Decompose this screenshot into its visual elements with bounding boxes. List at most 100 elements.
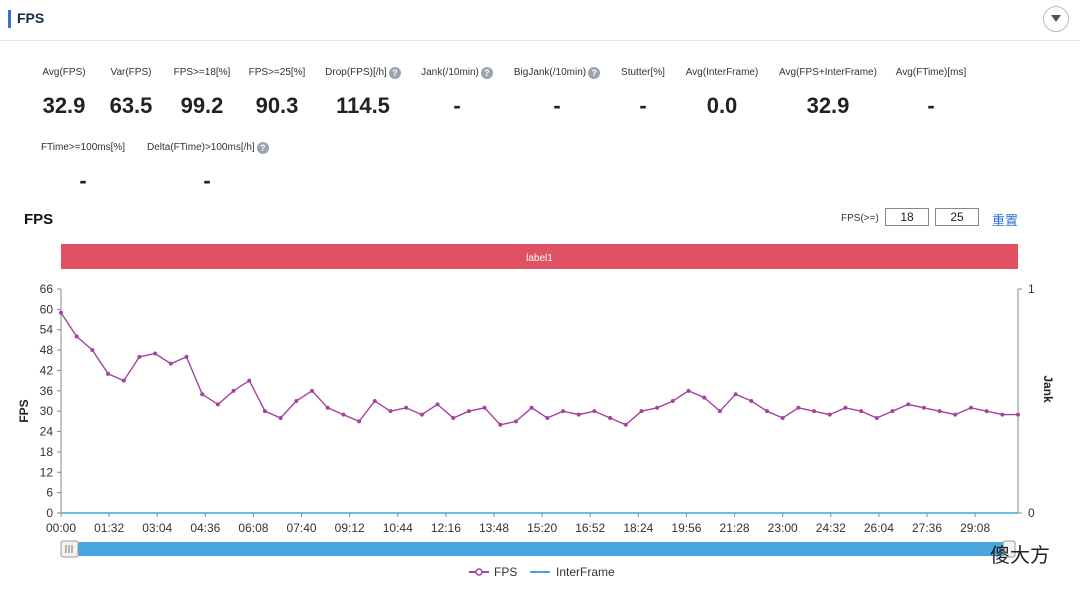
x-tick-label: 21:28 bbox=[720, 521, 750, 535]
metric-label-text: Avg(FPS+InterFrame) bbox=[779, 67, 877, 78]
y-tick-label: 30 bbox=[40, 404, 54, 418]
data-point-FPS bbox=[623, 422, 628, 427]
x-tick-label: 07:40 bbox=[287, 521, 317, 535]
metric-value: 114.5 bbox=[336, 93, 390, 118]
x-tick-label: 19:56 bbox=[671, 521, 701, 535]
data-point-FPS bbox=[859, 409, 864, 414]
data-point-FPS bbox=[576, 412, 581, 417]
data-point-FPS bbox=[278, 415, 283, 420]
data-point-FPS bbox=[655, 405, 660, 410]
metric-value: 99.2 bbox=[180, 93, 224, 118]
accent-bar bbox=[8, 10, 11, 28]
metric-3: FPS>=25[%] 90.3 bbox=[217, 62, 337, 119]
series-line-FPS bbox=[60, 312, 1018, 426]
data-point-FPS bbox=[686, 388, 691, 393]
x-tick-label: 26:04 bbox=[864, 521, 894, 535]
metric-label-text: Avg(InterFrame) bbox=[685, 67, 759, 78]
help-icon[interactable]: ? bbox=[256, 141, 269, 154]
x-tick-label: 24:32 bbox=[816, 521, 846, 535]
x-tick-label: 29:08 bbox=[960, 521, 990, 535]
data-point-FPS bbox=[545, 415, 550, 420]
metric-label-text: FPS>=18[%] bbox=[173, 67, 231, 78]
data-point-FPS bbox=[310, 388, 315, 393]
x-tick-label: 23:00 bbox=[768, 521, 798, 535]
data-point-FPS bbox=[231, 388, 236, 393]
metric-0: Avg(FPS) 32.9 bbox=[4, 62, 124, 119]
metric-label: Stutter[%] bbox=[621, 67, 665, 78]
data-point-FPS bbox=[482, 405, 487, 410]
data-point-FPS bbox=[498, 422, 503, 427]
x-tick-label: 09:12 bbox=[335, 521, 365, 535]
data-point-FPS bbox=[702, 395, 707, 400]
data-point-FPS bbox=[561, 409, 566, 414]
data-point-FPS bbox=[466, 409, 471, 414]
data-point-FPS bbox=[984, 409, 989, 414]
x-tick-label: 04:36 bbox=[190, 521, 220, 535]
zoom-slider-handle-right[interactable] bbox=[1002, 540, 1016, 558]
reset-link[interactable]: 重置 bbox=[992, 213, 1019, 228]
data-point-FPS bbox=[168, 361, 173, 366]
metric-label-text: Avg(FPS) bbox=[42, 67, 86, 78]
metric-11: FTime>=100ms[%] - bbox=[23, 137, 143, 194]
watermark: 傻大方 bbox=[990, 544, 1050, 567]
collapse-button[interactable] bbox=[1043, 6, 1069, 32]
metric-label: FTime>=100ms[%] bbox=[41, 142, 125, 153]
help-icon[interactable]: ? bbox=[388, 66, 401, 79]
legend-fps-marker bbox=[475, 568, 483, 576]
data-point-FPS bbox=[968, 405, 973, 410]
data-point-FPS bbox=[953, 412, 958, 417]
x-tick-label: 27:36 bbox=[912, 521, 942, 535]
metric-value: 32.9 bbox=[806, 93, 850, 118]
metric-label: Jank(/10min)? bbox=[421, 66, 493, 79]
x-tick-label: 06:08 bbox=[238, 521, 268, 535]
metric-label: Avg(InterFrame) bbox=[686, 67, 759, 78]
metric-label: BigJank(/10min)? bbox=[514, 66, 601, 79]
chart-title: FPS bbox=[24, 211, 54, 228]
metric-label: Delta(FTime)>100ms[/h]? bbox=[147, 141, 269, 154]
fps-threshold-input-2[interactable] bbox=[935, 208, 979, 226]
metric-value: - bbox=[553, 93, 561, 118]
y-tick-label: 6 bbox=[46, 486, 53, 500]
x-tick-label: 15:20 bbox=[527, 521, 557, 535]
metric-8: Avg(InterFrame) 0.0 bbox=[662, 62, 782, 119]
data-point-FPS bbox=[529, 405, 534, 410]
y-tick-label: 54 bbox=[40, 323, 54, 337]
data-point-FPS bbox=[733, 392, 738, 397]
data-point-FPS bbox=[200, 392, 205, 397]
y-tick-label: 0 bbox=[46, 506, 53, 520]
data-point-FPS bbox=[812, 409, 817, 414]
data-point-FPS bbox=[639, 409, 644, 414]
data-point-FPS bbox=[153, 351, 158, 356]
data-point-FPS bbox=[749, 399, 754, 403]
metric-label-text: Drop(FPS)[/h] bbox=[325, 67, 387, 78]
metric-9: Avg(FPS+InterFrame) 32.9 bbox=[768, 62, 888, 119]
metric-label-text: FTime>=100ms[%] bbox=[40, 142, 126, 153]
y-tick-label: 12 bbox=[40, 465, 54, 479]
metric-label-text: Jank(/10min) bbox=[421, 67, 479, 78]
fps-threshold-input-1[interactable] bbox=[885, 208, 929, 226]
metric-6: BigJank(/10min)? - bbox=[497, 62, 617, 119]
metric-label: Avg(FTime)[ms] bbox=[896, 67, 967, 78]
data-point-FPS bbox=[1016, 412, 1020, 417]
metric-label-text: Delta(FTime)>100ms[/h] bbox=[147, 142, 255, 153]
y-tick-label: 24 bbox=[40, 425, 54, 439]
metric-label: Avg(FPS+InterFrame) bbox=[779, 67, 877, 78]
panel-title: FPS bbox=[17, 10, 45, 26]
help-icon[interactable]: ? bbox=[480, 66, 493, 79]
y-tick-label: 48 bbox=[40, 343, 54, 357]
data-point-FPS bbox=[121, 378, 126, 383]
data-point-FPS bbox=[921, 405, 926, 410]
data-point-FPS bbox=[513, 419, 518, 424]
metric-value: 0.0 bbox=[706, 93, 738, 118]
x-tick-label: 01:32 bbox=[94, 521, 124, 535]
metric-value: 32.9 bbox=[42, 93, 86, 118]
data-point-FPS bbox=[451, 415, 456, 420]
y-tick-label: 18 bbox=[40, 445, 54, 459]
metric-value: - bbox=[927, 93, 935, 118]
data-point-FPS bbox=[294, 399, 299, 403]
metric-value: - bbox=[203, 168, 211, 193]
data-point-FPS bbox=[247, 378, 252, 383]
help-icon[interactable]: ? bbox=[588, 66, 601, 79]
metric-label: Var(FPS) bbox=[111, 67, 152, 78]
metric-1: Var(FPS) 63.5 bbox=[71, 62, 191, 119]
